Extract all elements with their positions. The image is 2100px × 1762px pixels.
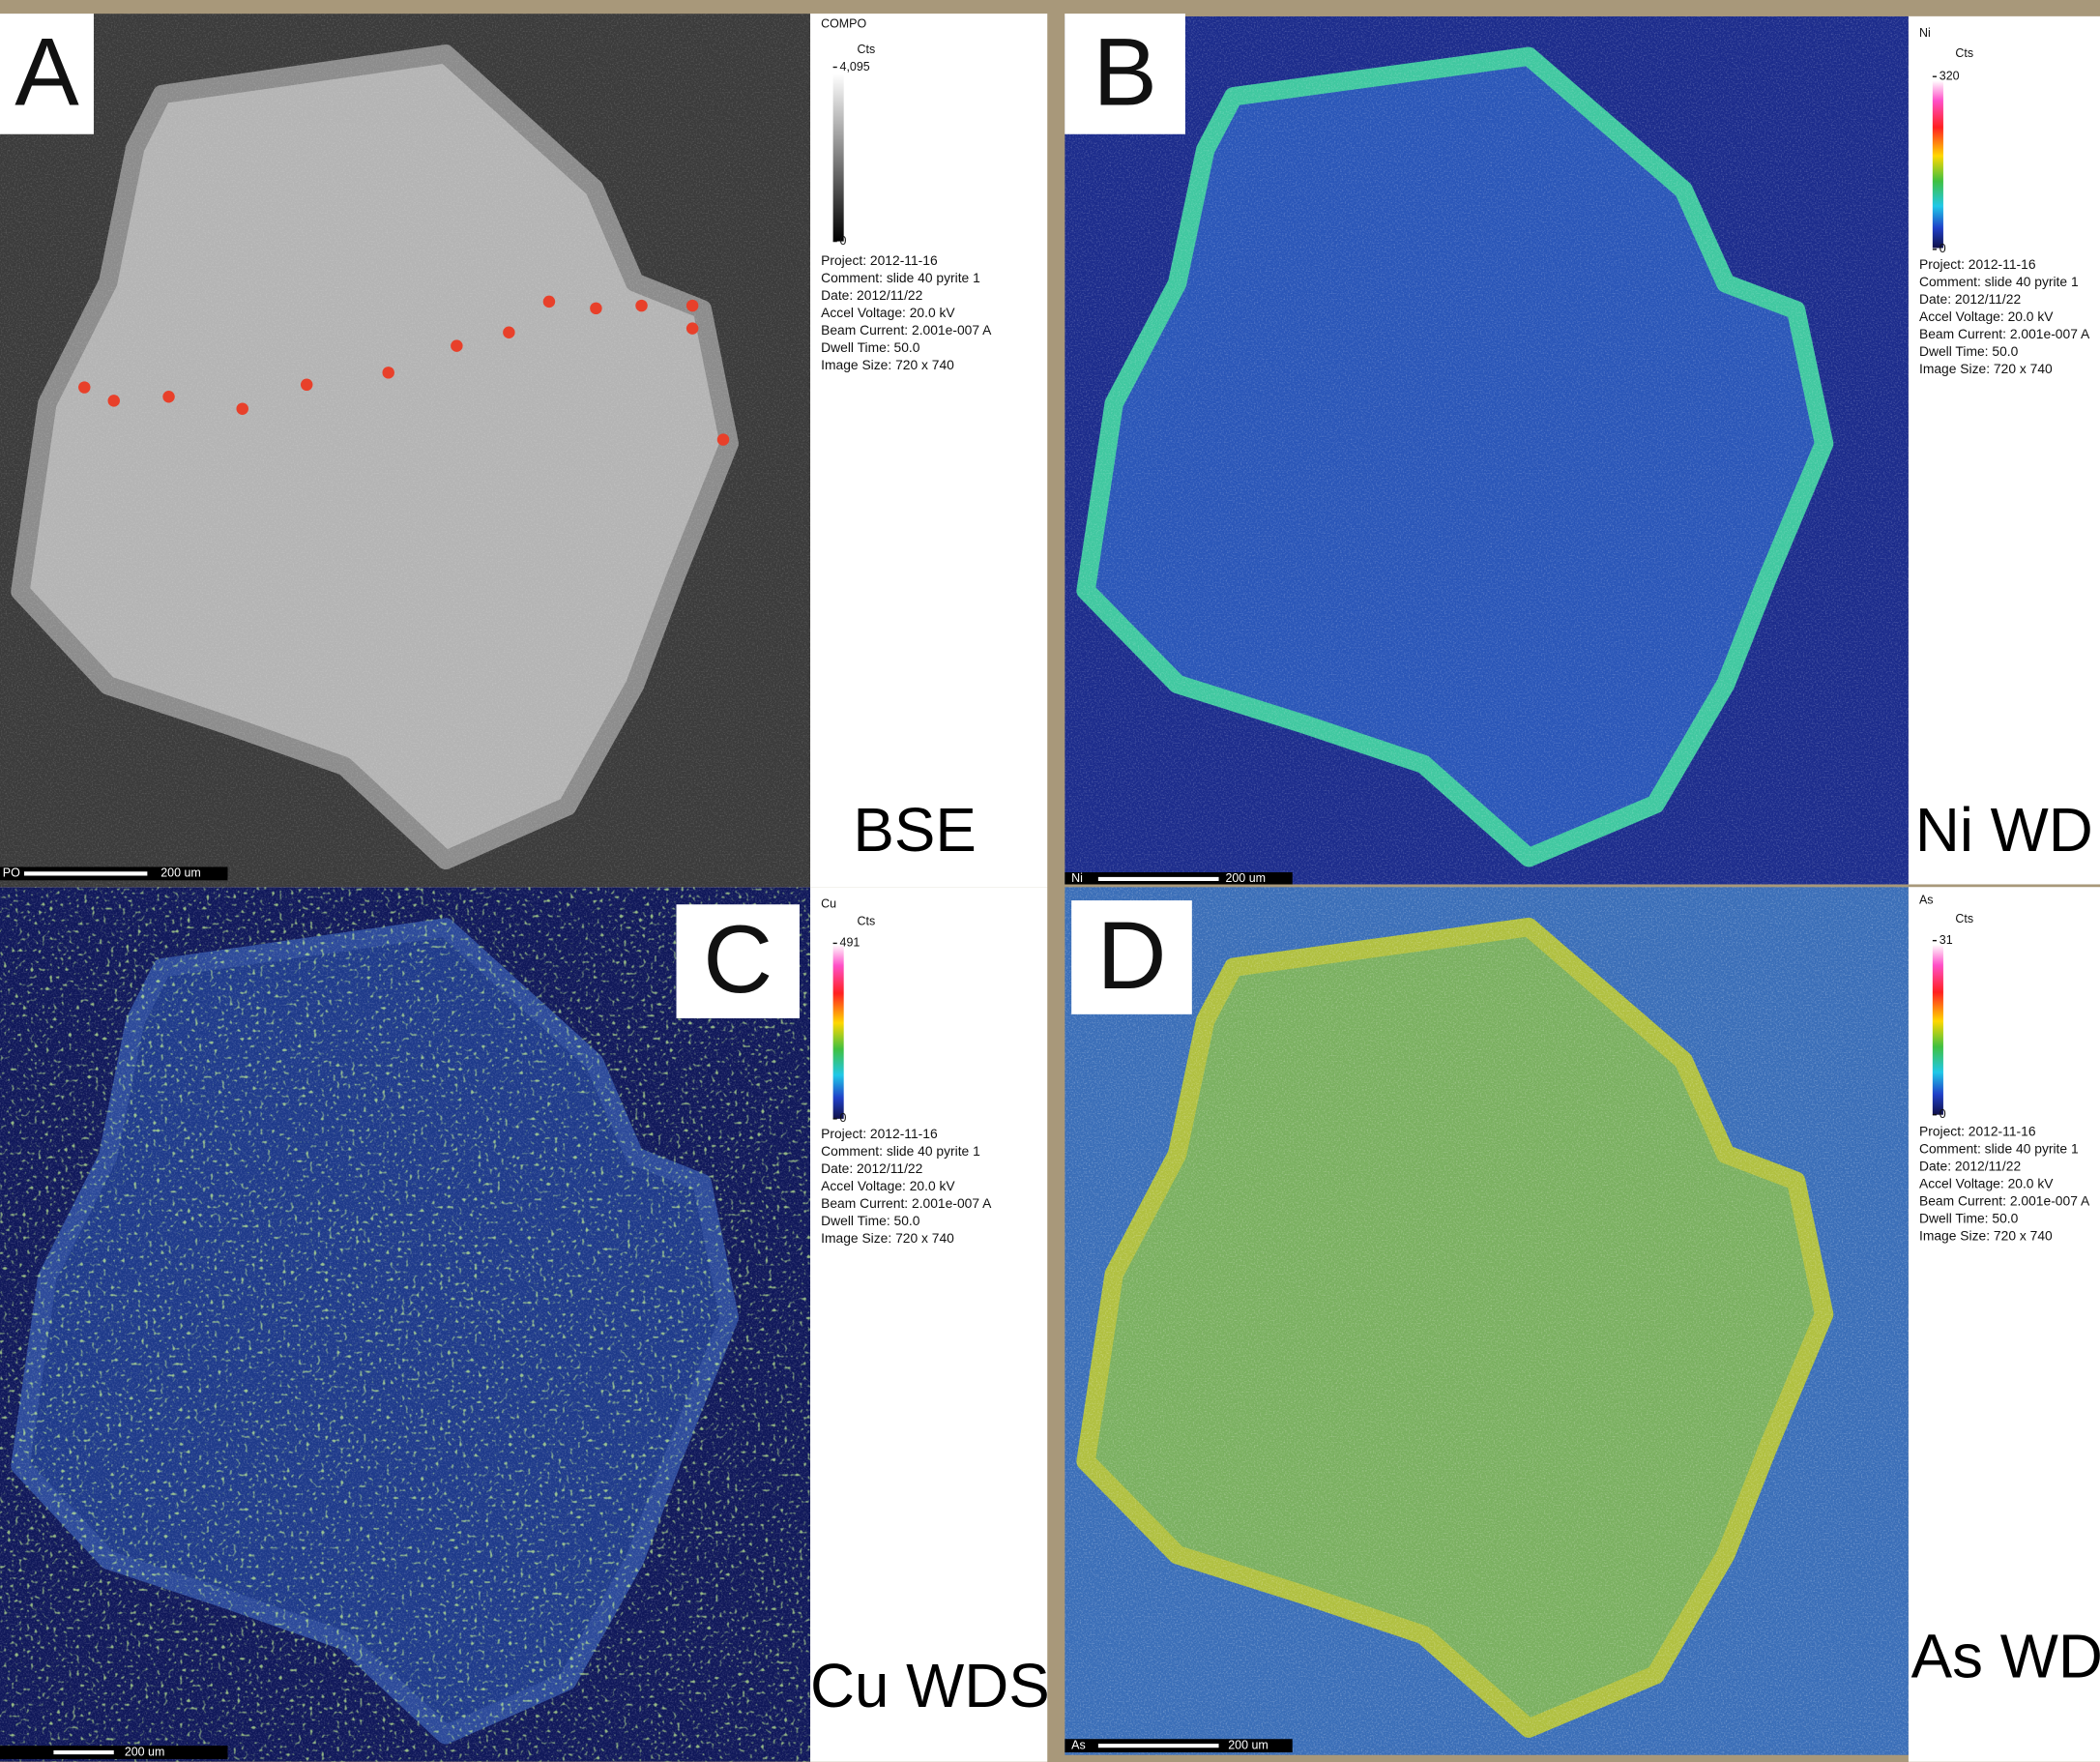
metadata-line: Image Size: 720 x 740 <box>1919 1227 2053 1243</box>
scale-bar-phase: Ni <box>1071 871 1083 885</box>
analysis-spot <box>543 296 555 308</box>
analysis-spot <box>590 303 601 314</box>
metadata-line: Accel Voltage: 20.0 kV <box>1919 1175 2054 1190</box>
colorbar-min: 0 <box>1940 1107 1946 1121</box>
analysis-spot <box>686 322 698 334</box>
analysis-spot <box>451 339 462 351</box>
metadata-line: Comment: slide 40 pyrite 1 <box>821 1143 980 1159</box>
metadata-line: Comment: slide 40 pyrite 1 <box>1919 1140 2079 1156</box>
panel-letter: C <box>703 906 773 1013</box>
metadata-line: Dwell Time: 50.0 <box>821 339 920 355</box>
colorbar-title: COMPO <box>821 16 866 30</box>
metadata-line: Accel Voltage: 20.0 kV <box>821 1178 955 1193</box>
metadata-line: Beam Current: 2.001e-007 A <box>1919 1192 2090 1208</box>
colorbar-title: Ni <box>1919 26 1931 40</box>
metadata-line: Date: 2012/11/22 <box>821 1160 922 1176</box>
analysis-spot <box>635 300 647 311</box>
colorbar-min: 0 <box>840 1111 847 1125</box>
map-image: As 200 um <box>1065 887 1909 1755</box>
scale-bar-length: 200 um <box>160 866 201 880</box>
page: {"panels": [ {"letter": "A", "colorbar_t… <box>0 0 2100 1762</box>
colorbar-max: 31 <box>1940 933 1953 947</box>
colorbar-units: Cts <box>858 915 876 928</box>
scale-bar-length: 200 um <box>1228 1738 1269 1751</box>
colorbar-units: Cts <box>1955 46 1973 60</box>
metadata-line: Accel Voltage: 20.0 kV <box>821 305 955 320</box>
metadata-line: Date: 2012/11/22 <box>1919 1158 2021 1173</box>
scale-bar-length: 200 um <box>1225 871 1266 885</box>
colorbar <box>1933 945 1943 1115</box>
map-image: PO 200 um <box>0 14 810 887</box>
metadata-line: Project: 2012-11-16 <box>1919 256 2036 272</box>
map-label: As WD <box>1911 1622 2100 1691</box>
metadata-line: Dwell Time: 50.0 <box>821 1213 920 1228</box>
analysis-spot <box>236 402 248 414</box>
figure: PO200 umACOMPOCts4,0950Project: 2012-11-… <box>0 0 2100 1762</box>
colorbar <box>833 945 844 1119</box>
metadata-line: Image Size: 720 x 740 <box>821 357 954 372</box>
map-label: BSE <box>853 795 976 865</box>
colorbar <box>1933 80 1943 248</box>
metadata-line: Beam Current: 2.001e-007 A <box>821 322 992 338</box>
analysis-spot <box>382 367 394 378</box>
colorbar-units: Cts <box>1955 912 1973 925</box>
metadata-line: Date: 2012/11/22 <box>1919 291 2021 307</box>
scale-bar-length: 200 um <box>125 1745 165 1758</box>
metadata-line: Dwell Time: 50.0 <box>1919 1210 2019 1225</box>
scale-bar-phase: As <box>1071 1738 1086 1751</box>
metadata-line: Beam Current: 2.001e-007 A <box>1919 326 2090 341</box>
analysis-spot <box>162 391 174 402</box>
metadata-line: Comment: slide 40 pyrite 1 <box>1919 274 2079 289</box>
panel-letter: D <box>1096 902 1166 1010</box>
map-label: Cu WDS <box>810 1651 1050 1720</box>
noise <box>1065 887 1909 1755</box>
scale-bar-phase: PO <box>3 866 20 880</box>
map-label: Ni WD <box>1915 795 2093 865</box>
colorbar-max: 491 <box>840 936 860 950</box>
noise <box>0 14 810 887</box>
panel-letter: A <box>15 18 79 126</box>
side-panel <box>810 887 1047 1762</box>
colorbar-title: Cu <box>821 897 836 911</box>
analysis-spot <box>717 433 729 445</box>
side-panel <box>810 14 1047 887</box>
metadata-line: Image Size: 720 x 740 <box>1919 361 2053 376</box>
metadata-line: Beam Current: 2.001e-007 A <box>821 1195 992 1211</box>
metadata-line: Project: 2012-11-16 <box>821 1126 938 1141</box>
colorbar-min: 0 <box>840 234 847 248</box>
metadata-line: Project: 2012-11-16 <box>821 252 938 268</box>
metadata-line: Image Size: 720 x 740 <box>821 1230 954 1246</box>
metadata-line: Date: 2012/11/22 <box>821 287 922 303</box>
colorbar-title: As <box>1919 893 1934 906</box>
map-image: Ni 200 um <box>1065 16 1909 886</box>
metadata-line: Comment: slide 40 pyrite 1 <box>821 270 980 285</box>
analysis-spot <box>108 395 120 406</box>
colorbar-max: 320 <box>1940 69 1960 82</box>
metadata-line: Project: 2012-11-16 <box>1919 1123 2036 1138</box>
noise <box>1065 16 1909 885</box>
analysis-spot <box>503 327 514 338</box>
colorbar-min: 0 <box>1940 242 1946 255</box>
metadata-line: Accel Voltage: 20.0 kV <box>1919 308 2054 324</box>
analysis-spot <box>301 379 312 391</box>
colorbar-units: Cts <box>858 43 876 56</box>
colorbar-max: 4,095 <box>840 60 870 73</box>
panel-letter: B <box>1093 18 1157 126</box>
analysis-spot <box>686 300 698 311</box>
colorbar <box>833 73 844 241</box>
metadata-line: Dwell Time: 50.0 <box>1919 343 2019 359</box>
analysis-spot <box>78 381 90 393</box>
